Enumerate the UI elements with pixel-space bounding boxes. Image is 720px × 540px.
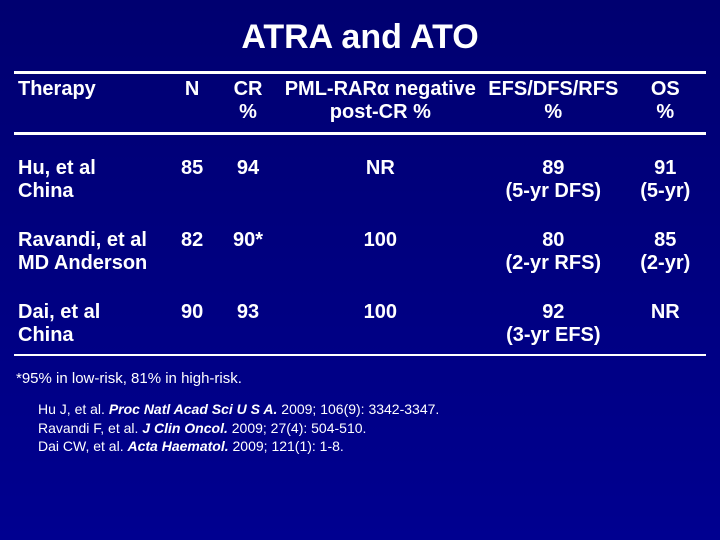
cell-efs-l2: (5-yr DFS): [506, 180, 602, 202]
ref-cite: 2009; 106(9): 3342-3347.: [277, 401, 439, 417]
cell-cr: 94: [218, 134, 279, 208]
bottom-rule: [14, 351, 706, 355]
cell-therapy: Dai, et al China: [14, 279, 167, 351]
cell-efs-l2: (3-yr EFS): [506, 324, 600, 346]
cell-os: 91 (5-yr): [625, 134, 706, 208]
ref-journal: Acta Haematol.: [127, 438, 228, 454]
cell-efs-l1: 92: [542, 301, 564, 323]
ref-journal: Proc Natl Acad Sci U S A.: [109, 401, 278, 417]
cell-therapy: Ravandi, et al MD Anderson: [14, 207, 167, 279]
cell-os-l2: (5-yr): [640, 180, 690, 202]
cell-os: NR: [625, 279, 706, 351]
col-os-l2: %: [629, 101, 702, 124]
cell-efs-l2: (2-yr RFS): [506, 252, 602, 274]
col-os-l1: OS: [651, 78, 680, 100]
col-n: N: [167, 73, 218, 129]
col-efs: EFS/DFS/RFS %: [482, 73, 624, 129]
table-header-row: Therapy N CR % PML-RARα negative post-CR…: [14, 73, 706, 129]
col-therapy: Therapy: [14, 73, 167, 129]
ref-author: Ravandi F, et al.: [38, 420, 142, 436]
cell-therapy: Hu, et al China: [14, 134, 167, 208]
table-row: Ravandi, et al MD Anderson 82 90* 100 80…: [14, 207, 706, 279]
col-efs-l2: %: [486, 101, 620, 124]
footnote: *95% in low-risk, 81% in high-risk.: [14, 370, 706, 387]
cell-cr: 93: [218, 279, 279, 351]
cell-efs: 92 (3-yr EFS): [482, 279, 624, 351]
cell-therapy-l2: MD Anderson: [18, 252, 147, 274]
cell-therapy-l1: Ravandi, et al: [18, 229, 147, 251]
col-pml-l2: post-CR %: [283, 101, 479, 124]
slide-title: ATRA and ATO: [14, 18, 706, 57]
ref-author: Dai CW, et al.: [38, 438, 127, 454]
cell-n: 90: [167, 279, 218, 351]
ref-line: Hu J, et al. Proc Natl Acad Sci U S A. 2…: [38, 401, 706, 419]
cell-efs: 80 (2-yr RFS): [482, 207, 624, 279]
ref-cite: 2009; 27(4): 504-510.: [228, 420, 367, 436]
slide: ATRA and ATO Therapy N CR % PML-RARα neg…: [0, 0, 720, 540]
ref-line: Ravandi F, et al. J Clin Oncol. 2009; 27…: [38, 420, 706, 438]
cell-efs-l1: 89: [542, 157, 564, 179]
table-row: Dai, et al China 90 93 100 92 (3-yr EFS)…: [14, 279, 706, 351]
cell-os-l1: 91: [654, 157, 676, 179]
cell-pml: 100: [279, 207, 483, 279]
cell-therapy-l2: China: [18, 324, 74, 346]
references: Hu J, et al. Proc Natl Acad Sci U S A. 2…: [14, 401, 706, 456]
cell-n: 85: [167, 134, 218, 208]
cell-pml: 100: [279, 279, 483, 351]
cell-n: 82: [167, 207, 218, 279]
col-pml: PML-RARα negative post-CR %: [279, 73, 483, 129]
col-cr: CR %: [218, 73, 279, 129]
col-cr-l1: CR: [234, 78, 263, 100]
col-cr-l2: %: [222, 101, 275, 124]
cell-os-l2: (2-yr): [640, 252, 690, 274]
cell-efs-l1: 80: [542, 229, 564, 251]
ref-cite: 2009; 121(1): 1-8.: [229, 438, 344, 454]
ref-author: Hu J, et al.: [38, 401, 109, 417]
cell-os-l1: 85: [654, 229, 676, 251]
cell-therapy-l1: Dai, et al: [18, 301, 100, 323]
col-os: OS %: [625, 73, 706, 129]
data-table: Therapy N CR % PML-RARα negative post-CR…: [14, 71, 706, 356]
ref-journal: J Clin Oncol.: [142, 420, 228, 436]
cell-efs: 89 (5-yr DFS): [482, 134, 624, 208]
col-pml-l1: PML-RARα negative: [285, 78, 476, 100]
cell-cr: 90*: [218, 207, 279, 279]
col-therapy-l1: Therapy: [18, 78, 96, 100]
table-row: Hu, et al China 85 94 NR 89 (5-yr DFS) 9…: [14, 134, 706, 208]
col-n-l1: N: [185, 78, 199, 100]
ref-line: Dai CW, et al. Acta Haematol. 2009; 121(…: [38, 438, 706, 456]
cell-therapy-l2: China: [18, 180, 74, 202]
cell-pml: NR: [279, 134, 483, 208]
col-efs-l1: EFS/DFS/RFS: [488, 78, 618, 100]
cell-os-l1: NR: [651, 301, 680, 323]
cell-therapy-l1: Hu, et al: [18, 157, 96, 179]
cell-os: 85 (2-yr): [625, 207, 706, 279]
